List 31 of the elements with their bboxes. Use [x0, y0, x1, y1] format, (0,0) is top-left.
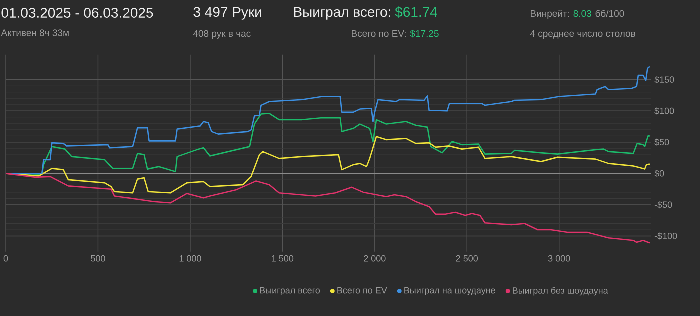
x-tick-label: 0: [4, 255, 8, 262]
text: $17.25: [410, 30, 439, 38]
text: бб/100: [596, 10, 624, 18]
line-series: [5, 66, 651, 174]
y-tick-label: $150: [654, 76, 674, 84]
chart-subtitle: Активен 8ч 33м: [1, 30, 69, 36]
legend-label: Выиграл на шоудауне: [404, 287, 496, 296]
y-tick-label: $100: [654, 108, 674, 115]
y-tick-label: -$100: [654, 232, 678, 240]
text: Винрейт:: [530, 10, 570, 19]
text: 3 497 Руки: [194, 7, 262, 20]
text: Выиграл всего:: [294, 7, 390, 20]
y-tick-label: -$50: [654, 201, 672, 209]
x-tick-label: 2 500: [456, 255, 478, 262]
x-tick-label: 1 500: [272, 255, 294, 262]
legend-label: Выиграл без шоудауна: [513, 287, 608, 296]
line-series: [5, 173, 651, 244]
text: 408 рук в час: [193, 30, 251, 39]
x-tick-label: 1 000: [180, 255, 202, 262]
y-tick-label: $50: [654, 138, 670, 146]
text: Всего по EV:: [352, 30, 406, 38]
x-tick-label: 2 000: [364, 255, 386, 262]
legend-label: Всего по EV: [338, 287, 388, 294]
text: $61.74: [395, 6, 438, 18]
text: 4 среднее число столов: [530, 30, 636, 39]
x-tick-label: 500: [91, 255, 106, 262]
chart-title: 01.03.2025 - 06.03.2025: [2, 8, 154, 18]
text: 8.03: [574, 10, 592, 18]
x-tick-label: 3 000: [548, 255, 570, 262]
legend-label: Выиграл всего: [260, 287, 320, 296]
y-tick-label: $0: [654, 170, 664, 178]
